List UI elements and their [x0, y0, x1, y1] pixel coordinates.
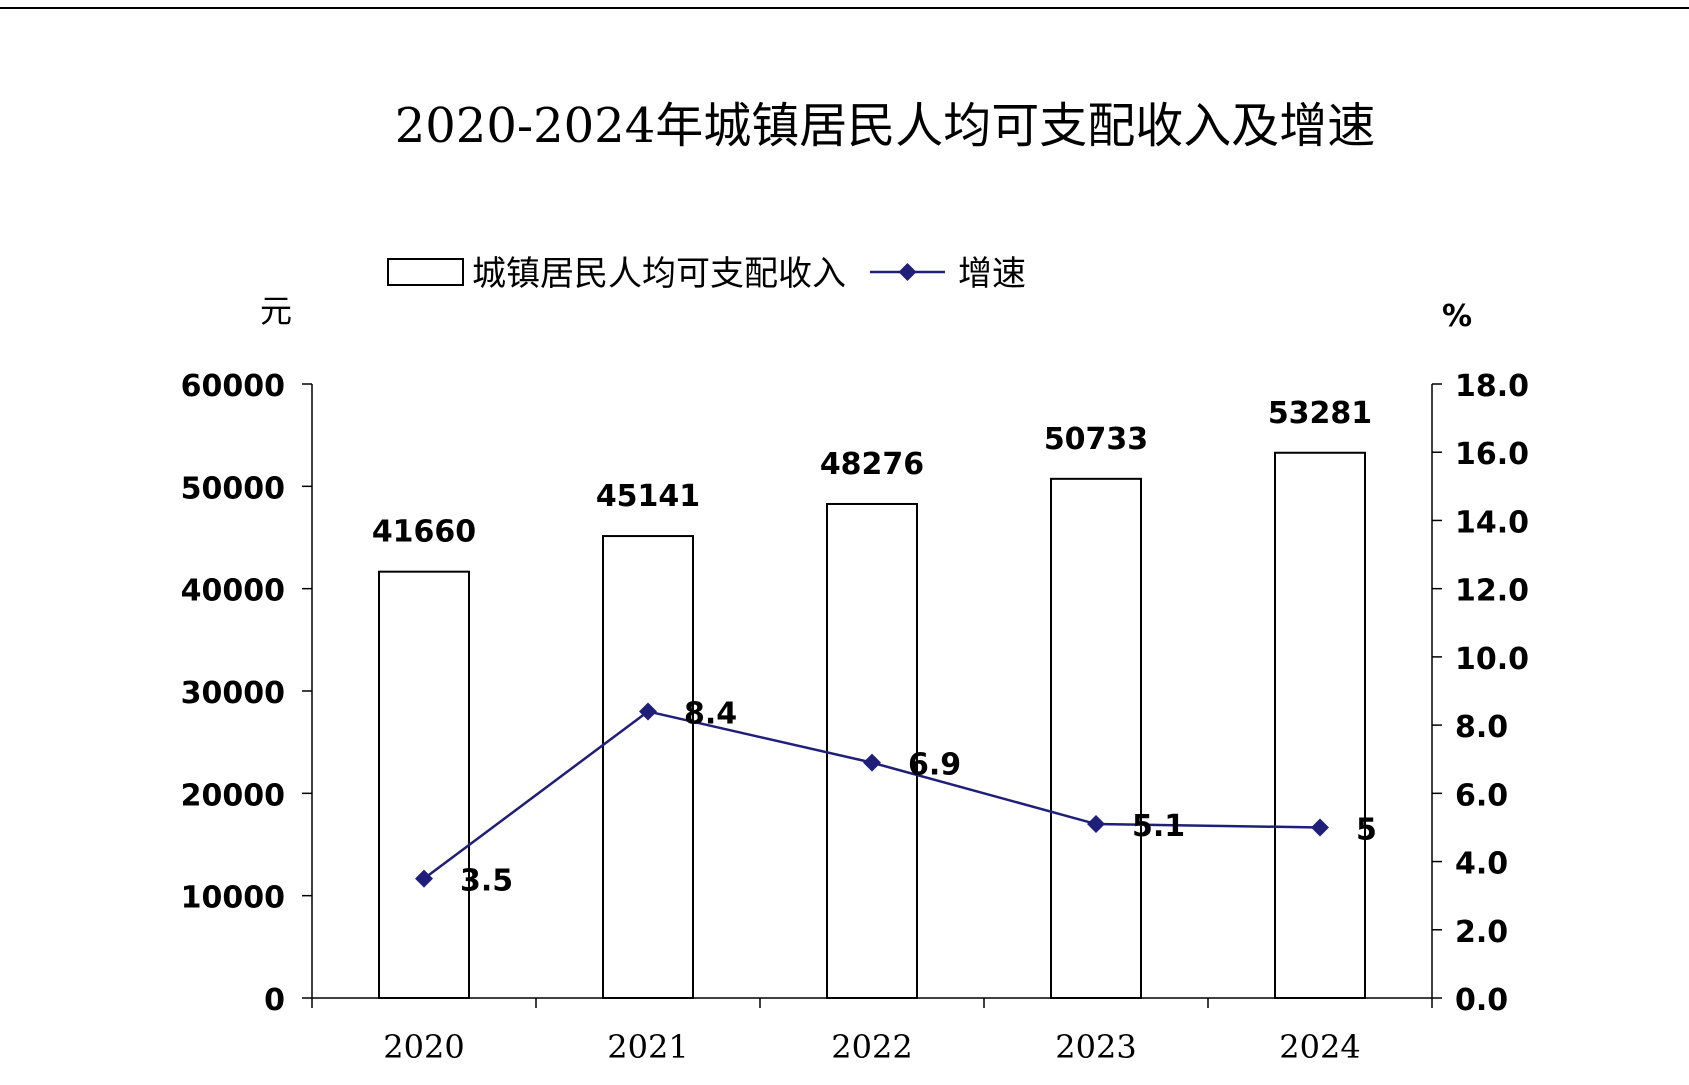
left-axis-tick-label: 20000 [181, 778, 285, 813]
right-axis-tick-label: 8.0 [1455, 710, 1508, 745]
legend-bar-swatch [387, 258, 464, 286]
bar-data-label: 48276 [820, 447, 924, 482]
chart-title: 2020-2024年城镇居民人均可支配收入及增速 [395, 98, 1376, 154]
x-axis-tick-label: 2022 [831, 1028, 912, 1066]
x-axis-tick-label: 2021 [607, 1028, 688, 1066]
right-axis-tick-label: 0.0 [1455, 983, 1508, 1018]
left-axis-tick-label: 50000 [181, 471, 285, 506]
right-axis-tick-label: 14.0 [1455, 505, 1529, 540]
bar-data-label: 45141 [596, 479, 700, 514]
right-axis-tick-label: 2.0 [1455, 915, 1508, 950]
bar-data-label: 53281 [1268, 396, 1372, 431]
legend-line-marker [898, 263, 917, 281]
x-axis-tick-label: 2023 [1055, 1028, 1136, 1066]
right-axis-tick-label: 16.0 [1455, 437, 1529, 472]
growth-data-label: 5.1 [1132, 809, 1185, 844]
right-axis-tick-label: 6.0 [1455, 778, 1508, 813]
growth-point-2020 [415, 869, 433, 888]
right-axis-tick-label: 18.0 [1455, 369, 1529, 404]
axes: 0 10000 20000 30000 40000 50000 60000 0.0 2.0 4.0… [181, 292, 1529, 1066]
left-axis-tick-label: 0 [264, 983, 285, 1018]
growth-point-2021 [639, 702, 657, 721]
bar-2023 [1050, 477, 1142, 1000]
right-axis-tick-label: 10.0 [1455, 642, 1529, 677]
growth-point-2022 [863, 753, 881, 772]
left-axis-tick-label: 60000 [181, 369, 285, 404]
left-axis-unit: 元 [260, 292, 292, 330]
bar-data-label: 50733 [1044, 422, 1148, 457]
growth-data-label: 8.4 [684, 696, 737, 731]
growth-point-2024 [1311, 818, 1329, 837]
growth-data-label: 3.5 [460, 864, 513, 899]
legend-bar-label: 城镇居民人均可支配收入 [472, 254, 846, 294]
growth-point-2023 [1087, 815, 1105, 834]
bar-2021 [602, 535, 694, 1000]
bar-2024 [1274, 451, 1366, 999]
bar-2022 [826, 502, 918, 999]
right-axis-tick-label: 12.0 [1455, 574, 1529, 609]
right-axis-unit: % [1442, 299, 1472, 334]
left-axis-tick-label: 40000 [181, 574, 285, 609]
x-axis-tick-label: 2020 [383, 1028, 464, 1066]
x-axis-tick-label: 2024 [1279, 1028, 1360, 1066]
growth-data-label: 5 [1356, 812, 1377, 847]
bars: 41660 45141 48276 50733 53281 [372, 396, 1372, 1000]
bar-data-label: 41660 [372, 515, 476, 550]
growth-data-label: 6.9 [908, 748, 961, 783]
legend-line-label: 增速 [958, 254, 1026, 294]
left-axis-tick-label: 10000 [181, 881, 285, 916]
right-axis-tick-label: 4.0 [1455, 847, 1508, 882]
left-axis-tick-label: 30000 [181, 676, 285, 711]
legend: 城镇居民人均可支配收入 增速 [387, 254, 1026, 294]
line-series: 3.5 8.4 6.9 5.1 5 [415, 696, 1377, 899]
bar-2020 [378, 570, 470, 999]
